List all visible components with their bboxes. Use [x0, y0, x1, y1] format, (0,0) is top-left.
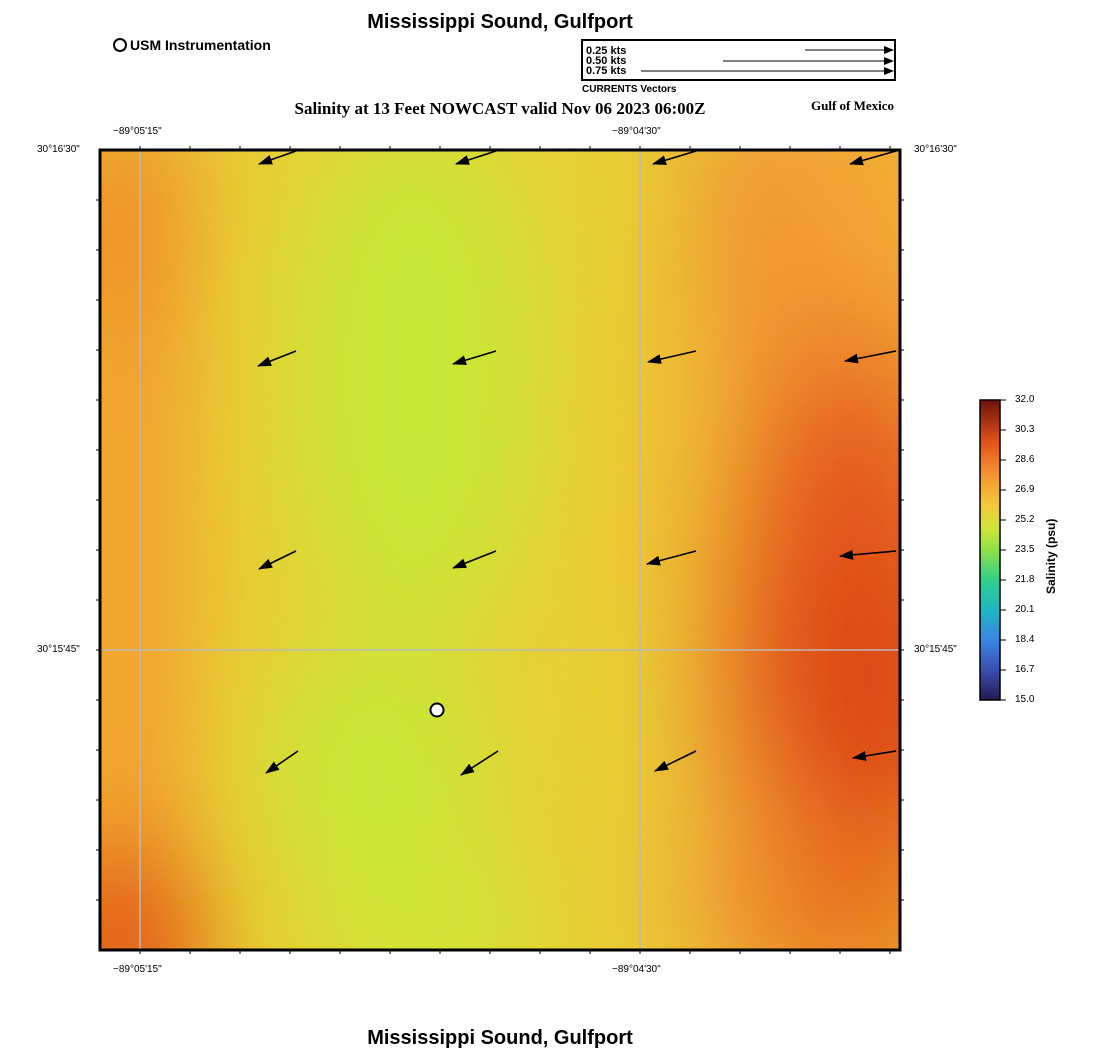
- current-vector-arrow: [852, 750, 897, 761]
- right-lat-label-1: 30°16'30": [914, 144, 957, 155]
- map-title: Mississippi Sound, Gulfport: [367, 11, 633, 33]
- colorbar-tick-label: 25.2: [1015, 514, 1035, 525]
- bottom-lon-label-1: −89°05'15": [113, 964, 162, 975]
- usm-station-marker-icon[interactable]: [429, 702, 445, 718]
- left-lat-label-1: 30°16'30": [37, 144, 80, 155]
- map-subtitle: Salinity at 13 Feet NOWCAST valid Nov 06…: [294, 99, 706, 118]
- top-lon-label-2: −89°04'30": [612, 126, 661, 137]
- instrument-marker-icon: [113, 38, 127, 52]
- top-lon-label-1: −89°05'15": [113, 126, 162, 137]
- colorbar-gradient: [979, 399, 1001, 701]
- colorbar-tick-label: 23.5: [1015, 544, 1035, 555]
- current-vector-arrow: [646, 550, 697, 566]
- colorbar-tick-label: 16.7: [1015, 664, 1035, 675]
- colorbar-tick-label: 28.6: [1015, 454, 1035, 465]
- current-vector-arrow: [265, 750, 299, 774]
- colorbar-tick-label: 18.4: [1015, 634, 1035, 645]
- region-label: Gulf of Mexico: [811, 98, 895, 113]
- current-vector-arrow: [258, 550, 297, 570]
- current-vector-arrow: [258, 150, 297, 165]
- graticule: [100, 150, 900, 950]
- vector-legend-caption: CURRENTS Vectors: [582, 84, 677, 95]
- vector-legend-arrows: [641, 46, 894, 75]
- vector-legend-entry-1: 0.25 kts: [586, 45, 627, 57]
- current-vector-arrow: [452, 550, 497, 569]
- vector-legend: 0.25 kts 0.50 kts 0.75 kts: [581, 39, 896, 81]
- current-vector-arrow: [452, 350, 497, 366]
- instrument-legend: USM Instrumentation: [113, 37, 271, 53]
- colorbar-tick-label: 32.0: [1015, 394, 1035, 405]
- vector-legend-entry-3: 0.75 kts: [586, 65, 627, 77]
- current-vector-arrow: [654, 750, 697, 772]
- current-vectors: [257, 150, 897, 776]
- bottom-lon-label-2: −89°04'30": [612, 964, 661, 975]
- colorbar-tick-label: 21.8: [1015, 574, 1035, 585]
- footer-title: Mississippi Sound, Gulfport: [367, 1027, 633, 1049]
- current-vector-arrow: [652, 150, 697, 166]
- colorbar-tick-label: 20.1: [1015, 604, 1035, 615]
- current-vector-arrow: [849, 150, 897, 166]
- frame-ticks: [96, 146, 904, 954]
- salinity-colorbar: [979, 399, 1001, 701]
- colorbar-title: Salinity (psu): [1044, 518, 1058, 594]
- current-vector-arrow: [647, 350, 697, 364]
- vector-legend-entry-2: 0.50 kts: [586, 55, 627, 67]
- current-vector-arrow: [460, 750, 499, 776]
- right-lat-label-2: 30°15'45": [914, 644, 957, 655]
- current-vector-arrow: [839, 549, 897, 560]
- salinity-field: [100, 150, 900, 950]
- colorbar-tick-label: 15.0: [1015, 694, 1035, 705]
- colorbar-tick-label: 30.3: [1015, 424, 1035, 435]
- colorbar-ticks: [1000, 399, 1006, 701]
- left-lat-label-2: 30°15'45": [37, 644, 80, 655]
- current-vector-arrow: [257, 350, 297, 367]
- colorbar-tick-label: 26.9: [1015, 484, 1035, 495]
- current-vector-arrow: [844, 350, 897, 364]
- instrument-legend-label: USM Instrumentation: [130, 37, 271, 53]
- salinity-map[interactable]: [96, 146, 906, 954]
- current-vector-arrow: [455, 150, 497, 165]
